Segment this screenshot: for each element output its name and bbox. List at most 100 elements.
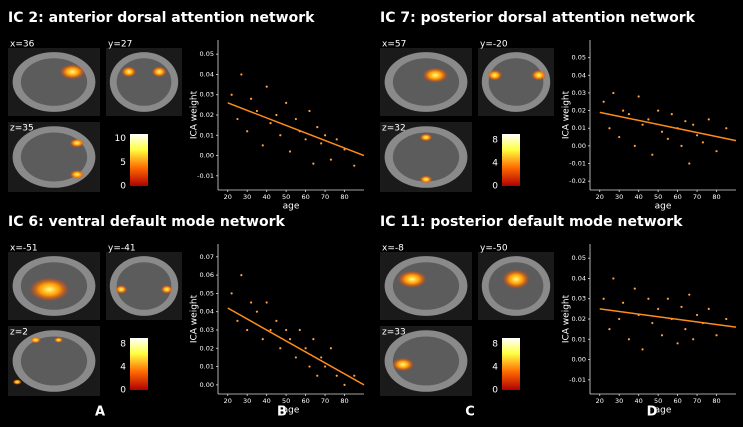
data-point — [323, 134, 327, 137]
data-point — [316, 374, 319, 377]
colorbar-tick-label: 0 — [120, 182, 126, 192]
slice-coordinate: y=27 — [108, 40, 132, 50]
y-tick-label: 0.00 — [572, 142, 586, 150]
y-axis-label: ICA weight — [562, 294, 572, 343]
panel-letter: B — [277, 405, 287, 420]
slice-coordinate: z=2 — [10, 328, 28, 338]
x-tick-label: 20 — [224, 193, 232, 201]
data-point — [261, 338, 264, 341]
x-tick-label: 40 — [635, 397, 643, 405]
colorbar-tick-label: 0 — [492, 182, 498, 192]
data-point — [608, 127, 611, 130]
data-point — [680, 305, 683, 308]
slice-coordinate: x=-51 — [10, 244, 38, 254]
data-point — [275, 319, 278, 322]
y-tick-label: 0.04 — [572, 71, 586, 79]
y-tick-label: 0.04 — [572, 274, 586, 282]
colorbar-tick-label: 4 — [492, 362, 498, 372]
data-point — [707, 118, 710, 121]
data-point — [657, 307, 660, 310]
x-axis-label: age — [283, 202, 300, 212]
y-tick-label: 0.02 — [572, 315, 586, 323]
data-point — [255, 310, 259, 313]
data-point — [660, 130, 664, 133]
data-point — [288, 338, 292, 341]
x-tick-label: 30 — [615, 193, 623, 201]
data-point — [621, 109, 625, 112]
activation — [419, 175, 433, 184]
slice-coordinate: y=-41 — [108, 244, 136, 254]
data-point — [660, 334, 664, 337]
x-tick-label: 50 — [282, 193, 290, 201]
x-tick-label: 40 — [263, 193, 271, 201]
y-axis-label: ICA weight — [190, 90, 200, 139]
data-point — [612, 277, 615, 280]
brain-tissue — [488, 58, 544, 106]
data-point — [684, 328, 687, 331]
data-point — [312, 162, 315, 165]
data-point — [265, 301, 268, 304]
data-point — [308, 365, 311, 368]
data-point — [335, 374, 338, 377]
activation — [151, 66, 167, 78]
y-tick-label: 0.02 — [572, 107, 586, 115]
data-point — [684, 120, 687, 123]
colorbar-tick-label: 4 — [492, 158, 498, 168]
x-axis-label: age — [283, 406, 300, 416]
data-point — [269, 328, 272, 332]
data-point — [641, 348, 644, 351]
y-tick-label: 0.00 — [572, 356, 586, 364]
colorbar — [130, 338, 148, 390]
y-tick-label: -0.02 — [569, 177, 586, 185]
activation — [54, 337, 64, 343]
data-point — [627, 113, 631, 116]
panel-title: IC 11: posterior default mode network — [380, 214, 683, 230]
data-point — [240, 273, 243, 277]
slice-coordinate: z=35 — [10, 124, 34, 134]
y-tick-label: 0.05 — [572, 254, 586, 262]
data-point — [298, 328, 301, 332]
data-point — [312, 338, 315, 341]
y-tick-label: 0.04 — [200, 308, 214, 316]
x-tick-label: 70 — [693, 193, 701, 201]
x-tick-label: 60 — [673, 397, 681, 405]
data-point — [633, 287, 636, 290]
data-point — [246, 130, 249, 133]
panel-title: IC 7: posterior dorsal attention network — [380, 10, 696, 26]
activation — [69, 138, 85, 148]
data-point — [230, 292, 233, 295]
activation — [69, 170, 85, 179]
panel-letter: D — [647, 405, 658, 420]
data-point — [335, 138, 338, 141]
y-tick-label: 0.01 — [572, 124, 586, 132]
brain-tissue — [392, 58, 460, 106]
activation — [391, 357, 415, 372]
brain-tissue — [116, 58, 172, 106]
data-point — [602, 100, 605, 103]
slice-coordinate: x=36 — [10, 40, 35, 50]
y-tick-label: 0.07 — [200, 253, 214, 261]
data-point — [294, 117, 297, 121]
x-tick-label: 20 — [596, 397, 604, 405]
data-point — [651, 153, 654, 156]
y-tick-label: 0.03 — [572, 89, 586, 97]
trend-line — [227, 102, 365, 157]
data-point — [308, 109, 311, 113]
data-point — [285, 101, 288, 104]
data-point — [692, 123, 695, 126]
data-point — [651, 321, 654, 325]
y-tick-label: 0.01 — [572, 335, 586, 343]
y-axis-label: ICA weight — [190, 294, 200, 343]
data-point — [249, 301, 253, 304]
data-point — [285, 328, 288, 332]
data-point — [715, 150, 718, 153]
data-point — [316, 126, 319, 129]
y-tick-label: 0.03 — [200, 91, 214, 99]
x-tick-label: 40 — [635, 193, 643, 201]
y-tick-label: 0.04 — [200, 70, 214, 78]
data-point — [695, 313, 699, 317]
slice-coordinate: z=32 — [382, 124, 406, 134]
data-point — [602, 297, 605, 300]
activation — [531, 69, 547, 81]
